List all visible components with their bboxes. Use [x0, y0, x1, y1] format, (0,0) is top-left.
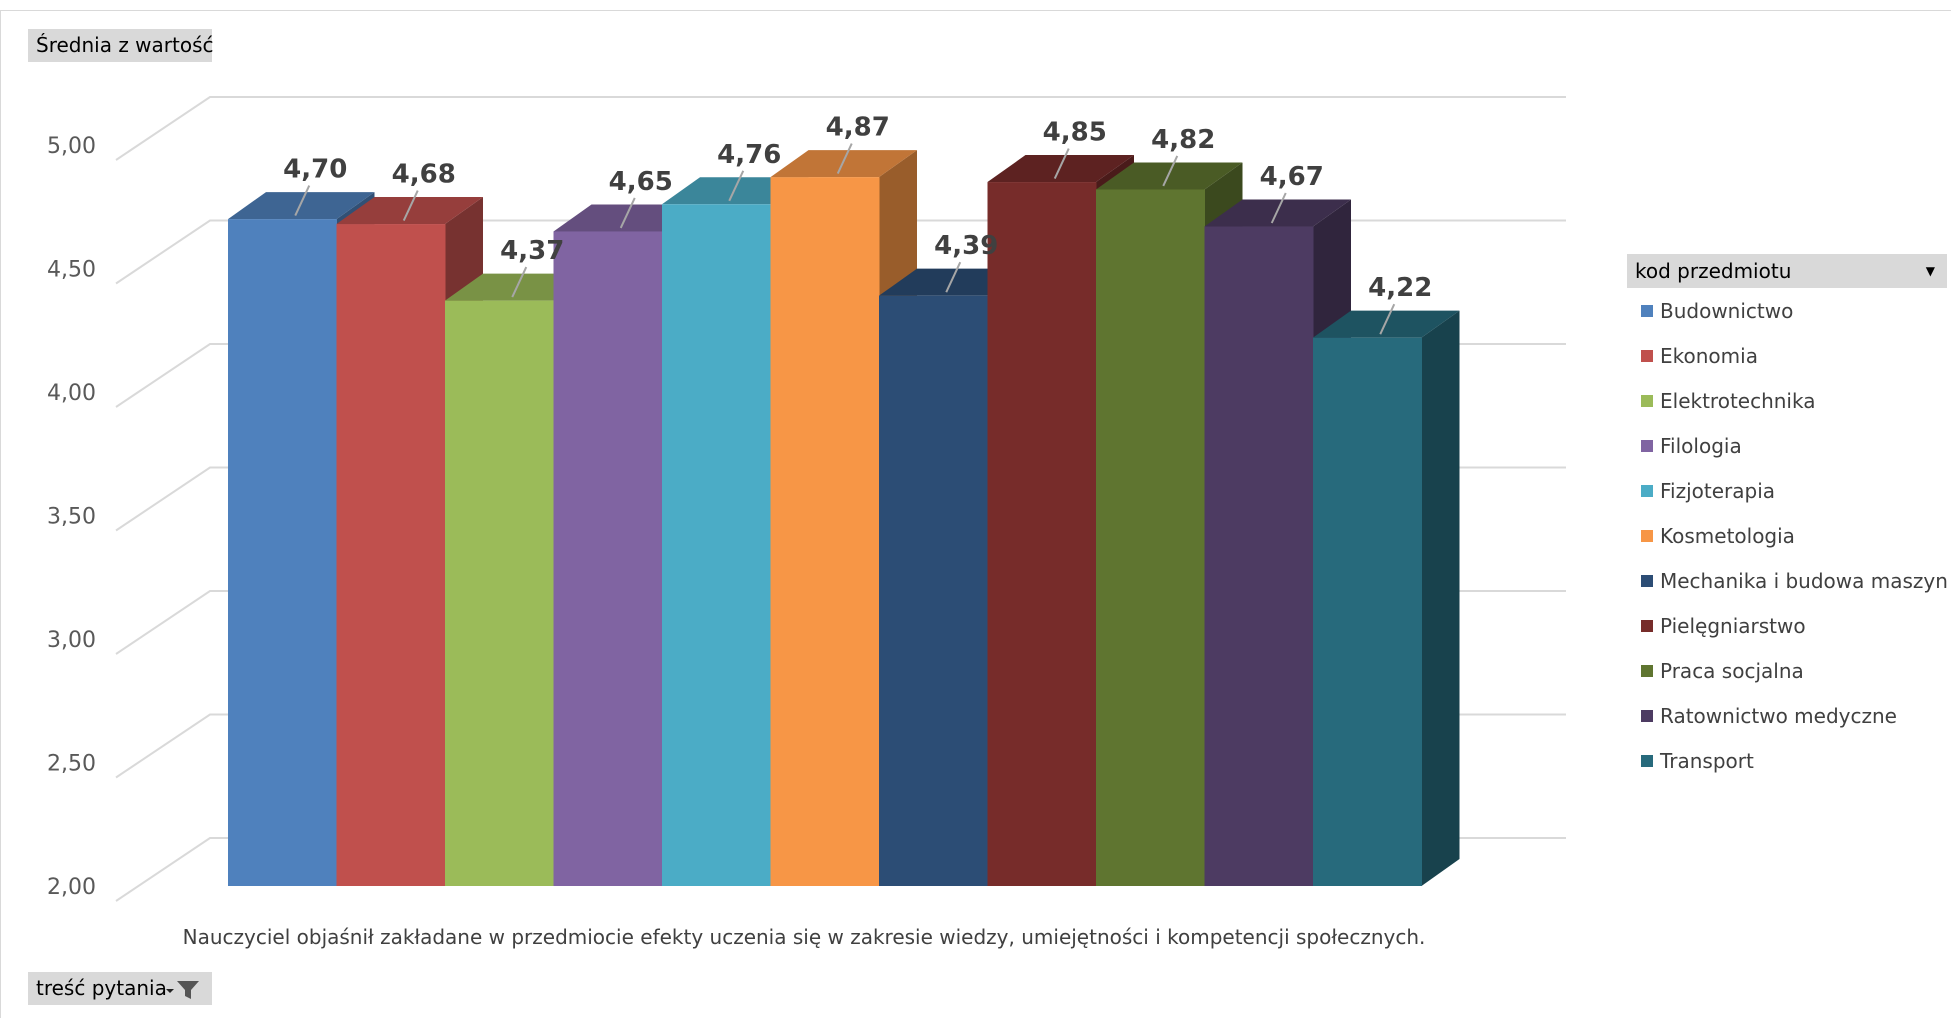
bar-side [1421, 310, 1460, 886]
legend-label: Budownictwo [1660, 298, 1794, 323]
y-tick-label: 2,50 [47, 752, 96, 777]
legend-item[interactable]: Praca socjalna [1627, 648, 1947, 693]
data-label: 4,22 [1368, 273, 1432, 303]
legend-item[interactable]: Transport [1627, 738, 1947, 783]
bar-top [987, 155, 1134, 183]
chevron-down-icon[interactable]: ▼ [1925, 264, 1935, 278]
legend-items: Budownictwo Ekonomia Elektrotechnika Filolo… [1627, 288, 1948, 783]
data-label: 4,85 [1043, 118, 1107, 148]
legend-item[interactable]: Kosmetologia [1627, 513, 1947, 558]
legend-item[interactable]: Filologia [1627, 423, 1947, 468]
y-tick-label: 2,00 [47, 875, 96, 900]
data-labels-layer: 4,70 4,68 4,37 4,65 4,76 4,87 4,39 4,85 4,82 4,67… [283, 113, 1432, 335]
data-label: 4,37 [500, 236, 564, 266]
legend-item[interactable]: Mechanika i budowa maszyn [1627, 558, 1948, 603]
legend-swatch [1641, 304, 1653, 317]
legend-label: Elektrotechnika [1660, 388, 1816, 413]
chart-frame [0, 10, 1951, 1018]
bar-front [1096, 189, 1205, 886]
legend-label: Filologia [1660, 433, 1742, 458]
y-tick-label: 4,50 [47, 258, 96, 283]
legend-label: Kosmetologia [1660, 523, 1795, 548]
legend-label: Praca socjalna [1660, 658, 1804, 683]
bar-top [336, 197, 483, 225]
data-label-leader [728, 170, 745, 202]
legend-swatch [1641, 754, 1653, 767]
bar-top [228, 192, 375, 220]
legend-label: Pielęgniarstwo [1660, 613, 1806, 638]
data-label-leader [619, 197, 636, 229]
bar-front [1204, 226, 1314, 886]
bar-front [987, 182, 1097, 887]
bar-top [1313, 310, 1460, 338]
bar-front [228, 219, 337, 887]
bars-layer [228, 150, 1460, 887]
bar-front [879, 295, 988, 886]
legend-swatch [1641, 529, 1653, 542]
data-label: 4,87 [826, 113, 890, 143]
legend-swatch [1641, 574, 1653, 587]
legend-item[interactable]: Ratownictwo medyczne [1627, 693, 1947, 738]
data-label-leader [836, 143, 853, 175]
bar-front [770, 177, 880, 887]
data-label-leader [945, 261, 962, 293]
legend-swatch [1641, 439, 1653, 452]
y-tick-label: 3,50 [47, 505, 96, 530]
data-label-leader [1162, 155, 1179, 187]
legend-field-button[interactable]: kod przedmiotu ▼ [1627, 254, 1947, 288]
data-label-leader [294, 185, 311, 217]
data-label: 4,39 [934, 231, 998, 261]
data-label: 4,67 [1260, 162, 1324, 192]
data-label: 4,82 [1151, 125, 1215, 155]
legend-label: Ekonomia [1660, 343, 1758, 368]
gridline [115, 96, 1566, 161]
data-label-leader [1379, 303, 1396, 335]
legend-item[interactable]: Ekonomia [1627, 333, 1947, 378]
bar-front [1313, 337, 1422, 886]
legend-swatch [1641, 394, 1653, 407]
legend-label: Fizjoterapia [1660, 478, 1776, 503]
data-label-leader [402, 190, 419, 221]
y-axis-ticks: 2,00 2,50 3,00 3,50 4,00 4,50 5,00 [47, 134, 96, 900]
data-label-leader [511, 266, 528, 298]
legend-label: Mechanika i budowa maszyn [1660, 568, 1948, 593]
row-field-button[interactable]: treść pytania [28, 972, 212, 1005]
legend-label: Transport [1660, 748, 1754, 773]
legend-item[interactable]: Fizjoterapia [1627, 468, 1947, 513]
legend-swatch [1641, 349, 1653, 362]
row-field-label: treść pytania [36, 976, 167, 1000]
bar-front [662, 204, 771, 886]
data-label-leader [1053, 148, 1070, 179]
bar-front [553, 231, 663, 886]
bar-front [445, 300, 554, 886]
bar-transport[interactable] [1313, 310, 1460, 886]
bar-top [1096, 162, 1243, 190]
legend-label: Ratownictwo medyczne [1660, 703, 1897, 728]
filter-dropdown-icon[interactable] [164, 972, 204, 1015]
bar-front [336, 224, 446, 887]
legend-item[interactable]: Budownictwo [1627, 288, 1947, 333]
legend: kod przedmiotu ▼ Budownictwo Ekonomia Elek… [1627, 254, 1948, 783]
bar-top [770, 150, 917, 178]
y-tick-label: 3,00 [47, 628, 96, 653]
legend-swatch [1641, 709, 1653, 722]
value-field-button[interactable]: Średnia z wartość [28, 29, 214, 62]
legend-item[interactable]: Pielęgniarstwo [1627, 603, 1947, 648]
x-category-label: Nauczyciel objaśnił zakładane w przedmio… [183, 925, 1426, 949]
legend-field-label: kod przedmiotu [1635, 259, 1792, 283]
legend-item[interactable]: Elektrotechnika [1627, 378, 1947, 423]
legend-swatch [1641, 664, 1653, 677]
legend-swatch [1641, 619, 1653, 632]
legend-swatch [1641, 484, 1653, 497]
data-label: 4,76 [717, 140, 781, 170]
data-label: 4,70 [283, 155, 347, 185]
value-field-label: Średnia z wartość [36, 33, 214, 57]
bar-top [1204, 199, 1351, 227]
data-label-leader [1270, 192, 1287, 224]
data-label: 4,68 [392, 160, 456, 190]
y-tick-label: 5,00 [47, 134, 96, 159]
y-tick-label: 4,00 [47, 381, 96, 406]
data-label: 4,65 [609, 167, 673, 197]
